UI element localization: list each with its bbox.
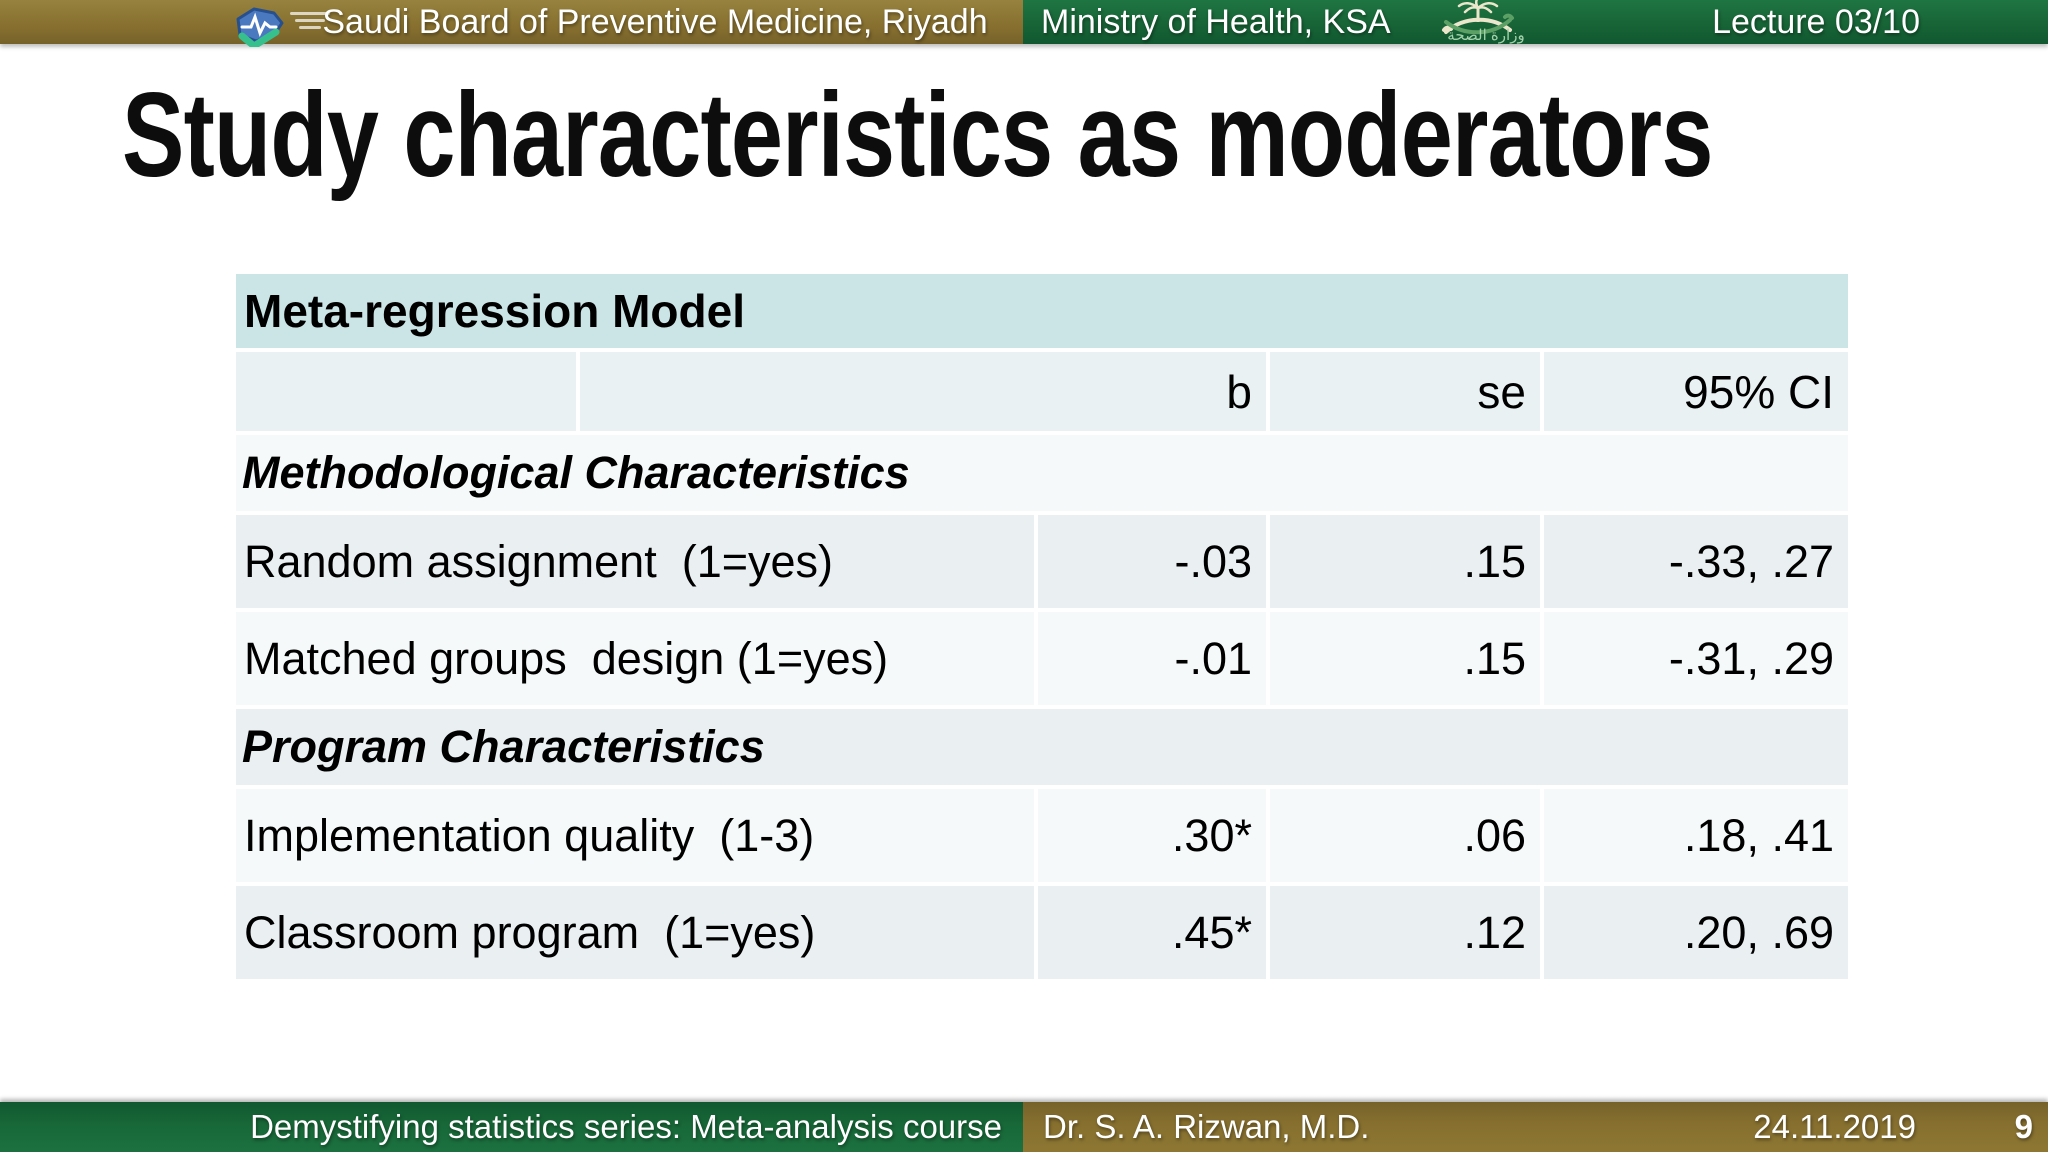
- table-row: Implementation quality (1-3) .30* .06 .1…: [232, 785, 1853, 886]
- section-heading-row: Methodological Characteristics: [231, 431, 1853, 515]
- column-header-ci: 95% CI: [1539, 348, 1853, 435]
- page-title: Study characteristics as moderators: [122, 68, 1713, 202]
- row-b-value: .30*: [1034, 785, 1270, 886]
- header-green-section: Ministry of Health, KSA وزارة الصحة Lect…: [1023, 0, 2048, 44]
- row-label: Matched groups design (1=yes): [232, 608, 1038, 709]
- footer-series-title: Demystifying statistics series: Meta-ana…: [250, 1108, 1002, 1145]
- column-header-se: se: [1266, 348, 1544, 435]
- table-row: Matched groups design (1=yes) -.01 .15 -…: [232, 608, 1853, 709]
- row-ci-value: .18, .41: [1539, 785, 1853, 886]
- row-ci-value: .20, .69: [1539, 882, 1853, 983]
- table-title-row: Meta-regression Model: [231, 270, 1853, 352]
- slide-number: 9: [2014, 1108, 2033, 1145]
- moh-logo-icon: [1438, 0, 1518, 38]
- row-ci-value: -.33, .27: [1539, 511, 1853, 612]
- section-heading-row: Program Characteristics: [231, 705, 1853, 789]
- row-se-value: .15: [1266, 608, 1544, 709]
- header-empty-cell: [232, 348, 580, 435]
- section-heading-methodological: Methodological Characteristics: [231, 431, 1853, 515]
- table-row: Classroom program (1=yes) .45* .12 .20, …: [232, 882, 1853, 983]
- row-se-value: .15: [1266, 511, 1544, 612]
- footer-bar: Demystifying statistics series: Meta-ana…: [0, 1102, 2048, 1152]
- sbpm-logo-icon: [224, 3, 336, 51]
- column-header-b: b: [576, 348, 1270, 435]
- section-heading-program: Program Characteristics: [231, 705, 1853, 789]
- row-b-value: -.01: [1034, 608, 1270, 709]
- row-b-value: .45*: [1034, 882, 1270, 983]
- row-label: Random assignment (1=yes): [232, 511, 1038, 612]
- row-label: Classroom program (1=yes): [232, 882, 1038, 983]
- header-bar: Saudi Board of Preventive Medicine, Riya…: [0, 0, 2048, 51]
- footer-series-section: Demystifying statistics series: Meta-ana…: [0, 1102, 1023, 1152]
- footer-presenter: Dr. S. A. Rizwan, M.D.: [1043, 1108, 1370, 1145]
- table-title: Meta-regression Model: [231, 270, 1853, 352]
- footer-date: 24.11.2019: [1753, 1108, 1916, 1145]
- table-header-row: b se 95% CI: [232, 348, 1853, 435]
- row-b-value: -.03: [1034, 511, 1270, 612]
- header-org-title: Saudi Board of Preventive Medicine, Riya…: [322, 3, 988, 41]
- moh-arabic-caption: وزارة الصحة: [1447, 27, 1525, 44]
- header-left-section: Saudi Board of Preventive Medicine, Riya…: [0, 0, 1023, 51]
- row-ci-value: -.31, .29: [1539, 608, 1853, 709]
- row-se-value: .06: [1266, 785, 1544, 886]
- footer-author-section: Dr. S. A. Rizwan, M.D. 24.11.2019 9: [1023, 1102, 2048, 1152]
- lecture-counter: Lecture 03/10: [1712, 3, 1920, 41]
- sbpm-logo-caption: [290, 12, 330, 33]
- meta-regression-table: Meta-regression Model b se 95% CI Method…: [231, 270, 1853, 983]
- table-row: Random assignment (1=yes) -.03 .15 -.33,…: [232, 511, 1853, 612]
- row-label: Implementation quality (1-3): [232, 785, 1038, 886]
- header-ministry-title: Ministry of Health, KSA: [1041, 3, 1391, 41]
- row-se-value: .12: [1266, 882, 1544, 983]
